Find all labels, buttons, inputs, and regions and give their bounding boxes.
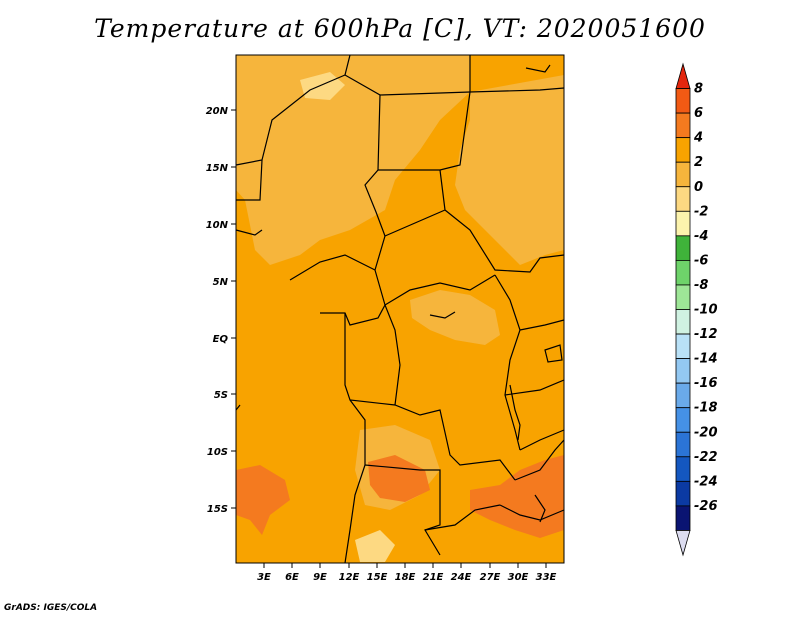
colorbar-top-arrow bbox=[675, 62, 691, 89]
map-panel bbox=[235, 54, 565, 564]
colorbar-label: 2 bbox=[694, 155, 703, 170]
colorbar-label: -8 bbox=[694, 278, 708, 293]
lon-label: 33E bbox=[536, 572, 557, 583]
lon-label: 9E bbox=[313, 572, 327, 583]
lat-label: 10N bbox=[206, 220, 229, 231]
colorbar-bottom-arrow bbox=[675, 530, 691, 557]
colorbar-label: -26 bbox=[694, 499, 718, 514]
hot-region-southwest bbox=[236, 465, 290, 535]
colorbar-label: -20 bbox=[694, 425, 718, 440]
lat-label: 5S bbox=[214, 390, 228, 401]
colorbar-label: 0 bbox=[694, 180, 703, 195]
lon-label: 27E bbox=[480, 572, 501, 583]
colorbar-label: -2 bbox=[694, 204, 708, 219]
colorbar-segment bbox=[675, 88, 691, 114]
colorbar-segment bbox=[675, 309, 691, 335]
lon-label: 21E bbox=[423, 572, 444, 583]
colorbar-segment bbox=[675, 407, 691, 433]
cool-region-south bbox=[355, 530, 395, 562]
lat-label: 5N bbox=[213, 277, 229, 288]
colorbar-segment bbox=[675, 112, 691, 139]
lat-label: 15N bbox=[206, 163, 229, 174]
map-title: Temperature at 600hPa [C], VT: 202005160… bbox=[94, 14, 706, 43]
colorbar-segment bbox=[675, 210, 691, 237]
colorbar-label: -6 bbox=[694, 253, 708, 268]
colorbar-label: 4 bbox=[693, 131, 703, 146]
colorbar-segment bbox=[675, 333, 691, 359]
lat-label: EQ bbox=[213, 334, 229, 345]
lon-label: 30E bbox=[508, 572, 529, 583]
colorbar-segment bbox=[675, 161, 691, 188]
colorbar-label: -18 bbox=[694, 401, 718, 416]
colorbar-segment bbox=[675, 186, 691, 212]
colorbar-label: -14 bbox=[694, 352, 718, 367]
mild-region-north bbox=[236, 55, 470, 265]
lon-label: 18E bbox=[395, 572, 416, 583]
cool-region-north bbox=[300, 72, 345, 100]
colorbar-segment bbox=[675, 235, 691, 261]
hot-region-southeast bbox=[470, 455, 564, 538]
colorbar-segment bbox=[675, 456, 691, 482]
colorbar-segment bbox=[675, 284, 691, 310]
grads-credit: GrADS: IGES/COLA bbox=[4, 603, 98, 613]
colorbar-label: -4 bbox=[694, 229, 708, 244]
colorbar-segment bbox=[675, 431, 691, 458]
lon-label: 12E bbox=[339, 572, 360, 583]
colorbar-label: 8 bbox=[694, 82, 703, 97]
colorbar-label: -16 bbox=[694, 376, 718, 391]
colorbar-segment bbox=[675, 137, 691, 163]
lat-label: 10S bbox=[207, 447, 228, 458]
latitude-labels: 20N 15N 10N 5N EQ 5S 10S 15S bbox=[206, 106, 229, 515]
colorbar-segment bbox=[675, 480, 691, 507]
colorbar-label: 6 bbox=[694, 106, 703, 121]
country-borders bbox=[235, 54, 565, 564]
colorbar-segment bbox=[675, 382, 691, 409]
colorbar-segment bbox=[675, 505, 691, 531]
lat-label: 15S bbox=[207, 504, 228, 515]
mild-region-center bbox=[410, 290, 500, 345]
lon-label: 15E bbox=[367, 572, 388, 583]
colorbar-segment bbox=[675, 358, 691, 384]
lon-label: 6E bbox=[285, 572, 299, 583]
colorbar-segment bbox=[675, 259, 691, 286]
lon-label: 3E bbox=[257, 572, 271, 583]
longitude-labels: 3E 6E 9E 12E 15E 18E 21E 24E 27E 30E 33E bbox=[257, 572, 556, 583]
lat-label: 20N bbox=[206, 106, 229, 117]
colorbar-label: -22 bbox=[694, 450, 718, 465]
latitude-axis bbox=[231, 109, 236, 509]
lon-label: 24E bbox=[451, 572, 472, 583]
lakes bbox=[429, 311, 563, 523]
colorbar-label: -12 bbox=[694, 327, 718, 342]
colorbar: 8 6 4 2 0 -2 -4 -6 -8 -10 -12 -14 -16 -18 -20 -22 -24 -26 bbox=[675, 62, 718, 557]
colorbar-label: -24 bbox=[694, 474, 718, 489]
colorbar-label: -10 bbox=[694, 303, 718, 318]
longitude-axis bbox=[263, 563, 547, 568]
mild-region-east bbox=[455, 75, 564, 265]
map-frame-border bbox=[235, 54, 565, 564]
